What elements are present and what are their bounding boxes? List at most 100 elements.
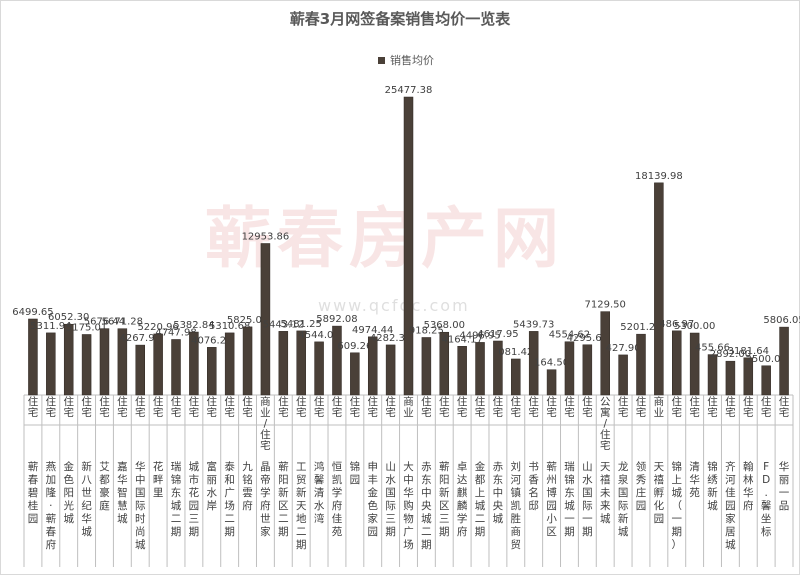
bar-5	[117, 328, 128, 396]
bar-0	[28, 318, 38, 396]
bar-41	[761, 365, 771, 396]
data-label-33: 427.90	[606, 343, 641, 354]
category-type-30: 住宅	[564, 395, 575, 419]
data-label-42: 5806.05	[763, 315, 800, 326]
category-name-30: 瑞锦东城一期	[564, 461, 575, 538]
category-name-28: 书香名邸	[528, 461, 539, 512]
category-name-18: 锦园	[350, 460, 361, 486]
bar-35	[654, 182, 664, 396]
data-label-35: 18139.98	[635, 171, 683, 182]
bar-20	[385, 344, 396, 396]
category-type-7: 住宅	[153, 395, 164, 419]
category-name-22: 赤东中央城二期	[421, 461, 432, 551]
data-label-28: 5439.73	[513, 319, 554, 330]
category-type-32: 公寓/住宅	[600, 396, 611, 452]
chart-legend: 销售均价	[378, 52, 434, 68]
bar-25	[475, 342, 485, 396]
data-label-17: 5892.08	[316, 314, 357, 325]
data-label-9: 5382.84	[173, 320, 214, 331]
category-name-41: F D .馨坐标	[761, 461, 772, 538]
category-type-28: 住宅	[528, 395, 539, 419]
bar-19	[367, 336, 378, 396]
category-type-25: 住宅	[475, 395, 486, 419]
bar-11	[224, 332, 235, 396]
data-label-23: 5368.00	[424, 320, 465, 331]
data-label-20: 4282.33	[370, 333, 411, 344]
category-type-4: 住宅	[99, 395, 110, 419]
category-type-17: 住宅	[332, 395, 343, 419]
bar-14	[278, 331, 289, 396]
category-type-24: 住宅	[457, 395, 468, 419]
data-label-26: 4617.95	[477, 329, 518, 340]
watermark-url: www.qcfdc.com	[318, 296, 470, 315]
category-name-15: 工贸新天地二期	[296, 461, 307, 551]
data-label-1: 5311.94	[30, 321, 71, 332]
category-type-20: 住宅	[385, 395, 396, 419]
category-name-32: 天禧未来城	[600, 461, 611, 525]
data-label-11: 5310.68	[209, 321, 250, 332]
category-name-26: 赤东中央城	[493, 461, 504, 525]
category-name-8: 瑞锦东城二期	[171, 461, 182, 538]
bar-26	[493, 340, 503, 396]
category-name-36: 锦上城（一期）	[672, 460, 683, 551]
category-type-11: 住宅	[224, 395, 235, 419]
bar-6	[135, 344, 145, 396]
category-type-16: 住宅	[314, 395, 325, 419]
bar-31	[582, 344, 593, 396]
category-type-31: 住宅	[582, 395, 593, 419]
bar-10	[207, 347, 217, 396]
category-type-29: 住宅	[546, 395, 557, 419]
category-type-34: 住宅	[636, 395, 647, 419]
category-name-16: 鸿馨清水湾	[314, 460, 325, 525]
data-label-0: 6499.65	[12, 307, 53, 318]
data-label-25: 4496.95	[459, 330, 500, 341]
category-name-6: 华中国际时尚城	[135, 460, 146, 551]
category-type-18: 住宅	[350, 395, 361, 419]
category-type-0: 住宅	[28, 395, 39, 419]
category-type-8: 住宅	[171, 395, 182, 419]
category-type-36: 住宅	[672, 395, 683, 419]
bar-8	[171, 339, 181, 396]
data-label-4: 5676.44	[84, 317, 125, 328]
bar-16	[314, 341, 324, 396]
category-type-19: 住宅	[367, 395, 378, 419]
category-name-2: 金色阳光城	[63, 460, 74, 525]
bar-7	[153, 333, 163, 396]
category-type-2: 住宅	[63, 395, 74, 419]
category-name-39: 齐河佳园家居城	[725, 460, 736, 551]
data-label-32: 7129.50	[585, 300, 626, 311]
category-name-25: 金都上城二期	[475, 460, 486, 538]
data-label-13: 12953.86	[242, 231, 290, 242]
category-type-37: 住宅	[689, 395, 700, 419]
data-label-5: 5671.28	[102, 317, 143, 328]
bar-23	[439, 331, 450, 396]
data-label-40: 3181.64	[728, 346, 769, 357]
bar-28	[528, 331, 539, 396]
category-type-27: 住宅	[511, 395, 522, 419]
bar-22	[421, 337, 432, 396]
category-type-14: 住宅	[278, 395, 289, 419]
category-name-42: 华丽一品	[779, 460, 790, 512]
data-label-31: 4295.66	[567, 333, 608, 344]
data-label-8: 4747.98	[155, 327, 196, 338]
bar-40	[743, 357, 754, 396]
data-label-37: 5300.00	[674, 321, 715, 332]
category-type-42: 住宅	[779, 395, 790, 419]
data-label-10: 4076.27	[191, 335, 232, 346]
bar-33	[618, 354, 628, 396]
category-name-11: 泰和广场二期	[224, 460, 235, 538]
category-type-33: 住宅	[618, 395, 629, 419]
category-type-15: 住宅	[296, 395, 307, 419]
category-name-23: 蕲阳新区三期	[439, 461, 450, 538]
category-type-41: 住宅	[761, 395, 772, 419]
data-label-21: 25477.38	[385, 85, 433, 96]
category-type-12: 住宅	[242, 395, 253, 419]
bar-9	[189, 331, 199, 396]
data-label-12: 5825.08	[227, 315, 268, 326]
category-type-1: 住宅	[46, 395, 57, 419]
category-name-27: 刘河镇凯胜商贸	[511, 461, 522, 551]
data-label-7: 5220.96	[137, 322, 178, 333]
category-name-24: 卓达麒麟学府	[457, 461, 468, 538]
category-name-3: 新八世纪华城	[81, 460, 92, 538]
